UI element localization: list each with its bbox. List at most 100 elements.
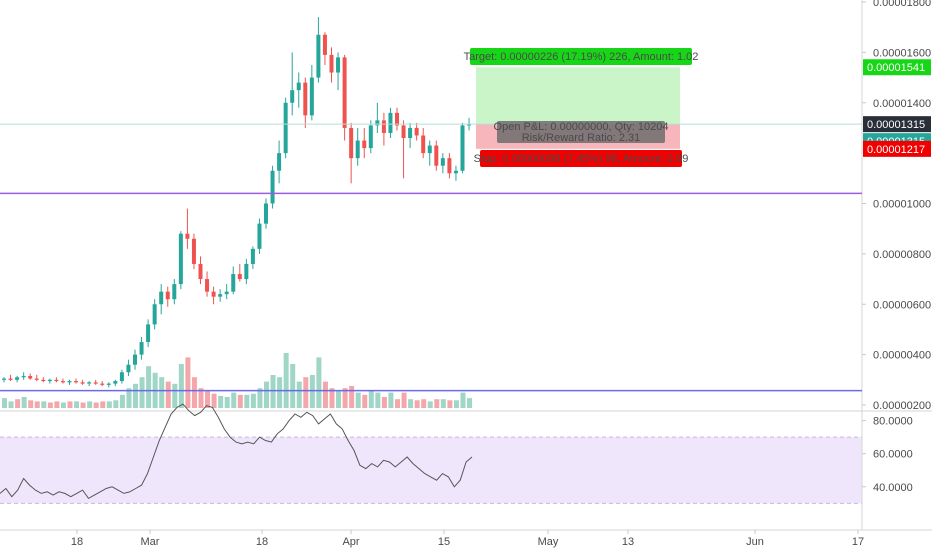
volume-bar [211, 393, 217, 408]
candle-body [460, 125, 465, 171]
candle-body [309, 77, 314, 116]
candle-body [47, 379, 52, 382]
candle-body [427, 145, 432, 154]
candle-body [375, 120, 380, 126]
candle-body [172, 284, 177, 300]
volume-bar [8, 401, 14, 408]
volume-bar [447, 400, 453, 408]
candle-body [100, 383, 105, 385]
volume-bar [395, 399, 400, 408]
volume-bar [408, 399, 414, 408]
candle-body [368, 125, 373, 149]
open-pnl-label: Open P&L: 0.00000000, Qty: 10204 [494, 121, 669, 133]
price-tag-box [863, 59, 931, 76]
candle-body [434, 145, 439, 166]
volume-bar [434, 399, 440, 408]
volume-bar [336, 390, 342, 408]
volume-bar [41, 401, 47, 408]
volume-bar [453, 400, 459, 408]
candle-body [421, 135, 426, 154]
candle-body [74, 381, 79, 383]
time-tick-label: 13 [622, 536, 634, 548]
candle-body [106, 383, 111, 385]
candle-body [322, 34, 327, 55]
volume-bar [218, 395, 224, 408]
candle-body [349, 127, 354, 159]
volume-bar [67, 401, 73, 408]
time-tick-label: 18 [256, 536, 268, 548]
volume-bar [47, 402, 53, 408]
candle-body [355, 140, 360, 159]
candle-body [146, 324, 151, 343]
target-zone [476, 67, 680, 125]
volume-bar [283, 353, 289, 408]
open-pnl-box [497, 121, 665, 143]
candle-body [218, 294, 223, 297]
candle-body [2, 378, 6, 380]
candle-body [290, 90, 295, 103]
candle-body [342, 57, 347, 128]
price-tick-label: 0.00001400 [873, 98, 931, 110]
candle-body [34, 378, 39, 380]
candle-body [440, 158, 445, 166]
candle-body [15, 377, 20, 380]
candle-body [224, 291, 229, 295]
time-tick-label: Mar [141, 536, 160, 548]
price-tag-label: 0.00001217 [867, 144, 925, 156]
price-tick-label: 0.00000200 [873, 400, 931, 412]
rsi-band-layer [0, 436, 862, 504]
stop-label: Stop: 0.00000098 (7.45%) 98, Amount: 0.9… [474, 153, 689, 165]
time-tick-label: Jun [746, 536, 764, 548]
candle-body [316, 34, 321, 78]
volume-bar [126, 388, 132, 408]
volume-bar [100, 401, 106, 408]
candle-body [244, 263, 249, 280]
volume-bar [309, 375, 315, 408]
volume-bar [414, 400, 420, 408]
volume-bar [119, 394, 125, 408]
volume-bar [198, 388, 204, 408]
candle-body [453, 170, 458, 174]
rsi-layer [0, 403, 473, 500]
time-tick-label: 15 [438, 536, 450, 548]
candle-body [205, 279, 210, 292]
volume-bar [316, 357, 322, 408]
candle-body [80, 382, 85, 384]
candle-body [119, 372, 124, 382]
candle-body [401, 125, 406, 139]
volume-bar [74, 401, 80, 408]
price-tag-label: 0.00001541 [867, 62, 925, 74]
volume-bar [178, 364, 184, 408]
candle-body [414, 127, 419, 136]
volume-bar [303, 377, 309, 408]
candle-body [447, 158, 452, 174]
volume-bar [368, 390, 374, 408]
volume-bar [362, 394, 368, 408]
volume-bar [355, 392, 361, 408]
time-tick-label: May [538, 536, 559, 548]
volume-bar [244, 394, 250, 408]
price-tick-label: 0.00000400 [873, 350, 931, 362]
volume-bar [205, 390, 211, 408]
candle-body [264, 203, 268, 224]
volume-bar [139, 377, 145, 408]
rsi-tick-label: 80.0000 [873, 416, 913, 428]
target-label-box [470, 48, 692, 65]
candle-body [41, 379, 46, 382]
candle-body [336, 57, 341, 73]
candle-body [257, 223, 262, 249]
volume-bar [401, 392, 407, 408]
volume-bar [257, 388, 263, 408]
volume-bar [388, 392, 394, 408]
candle-body [60, 381, 65, 383]
volume-bar [270, 375, 276, 408]
candle-body [408, 127, 413, 139]
candle-body [165, 291, 170, 300]
price-tick-label: 0.00001000 [873, 199, 931, 211]
volume-bar [80, 402, 86, 408]
axes-layer: 0.00001800 0.00001600 0.00001400 0.00001000… [71, 0, 931, 548]
price-tag-box [863, 116, 931, 133]
time-tick-label: Apr [342, 536, 359, 548]
candle-body [303, 82, 308, 116]
volume-layer [2, 353, 473, 408]
